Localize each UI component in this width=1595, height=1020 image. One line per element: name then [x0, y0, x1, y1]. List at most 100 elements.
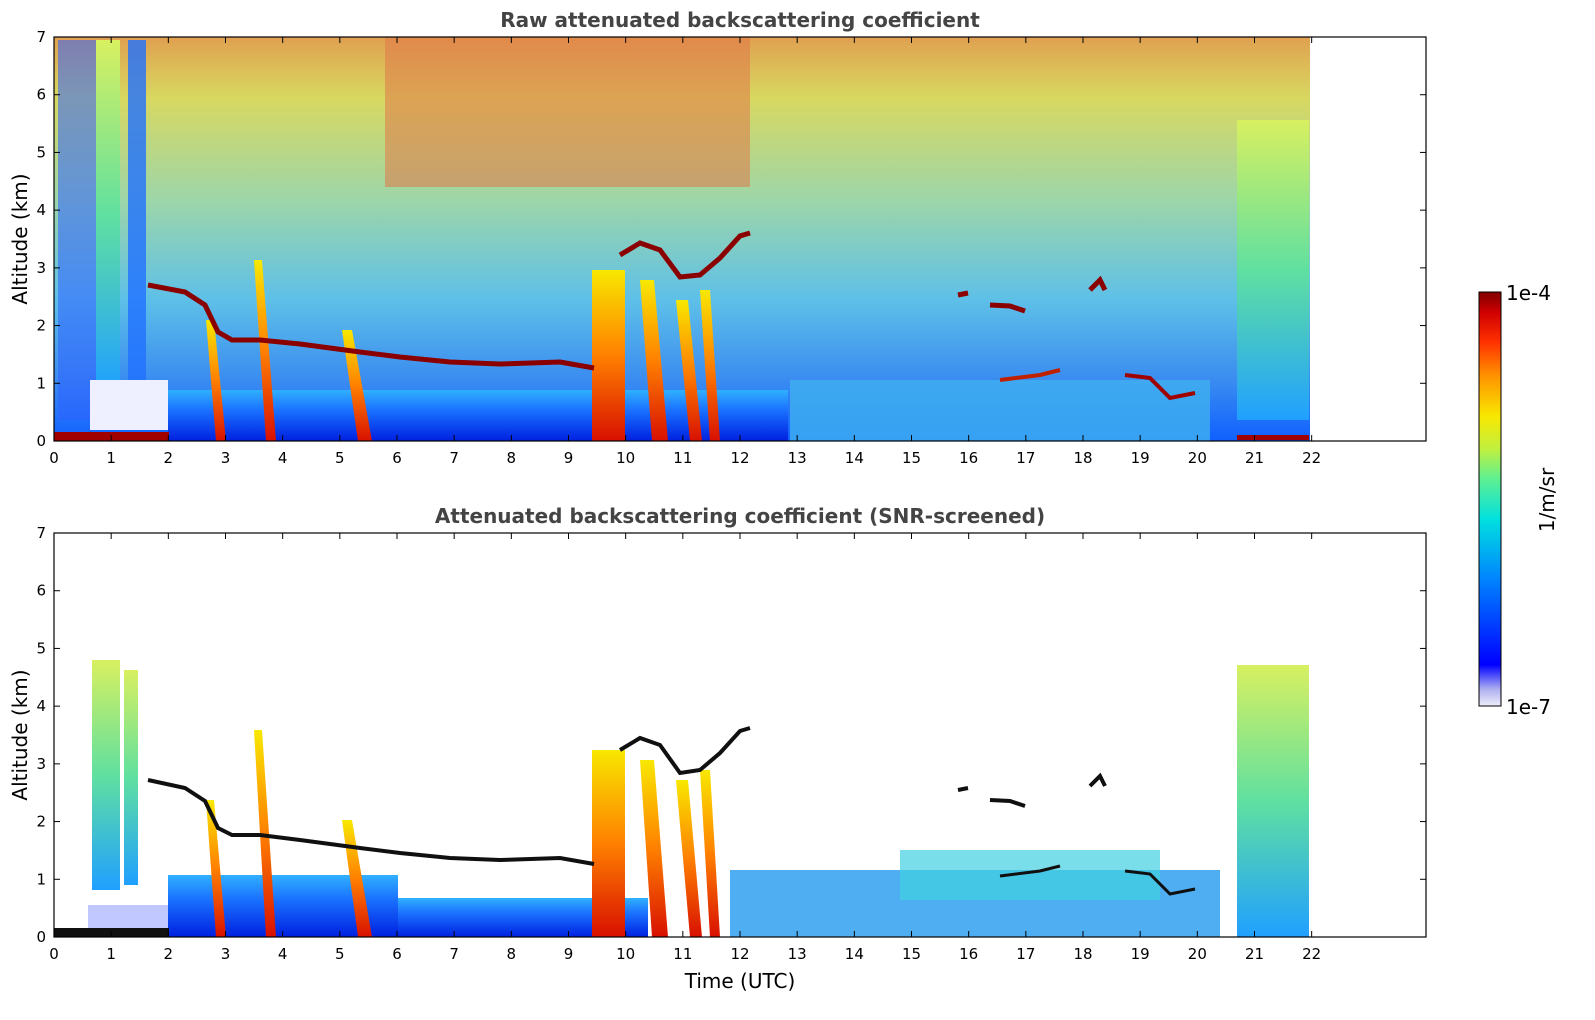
top-x-tick-label: 10: [616, 449, 635, 467]
fall-streak: [640, 760, 668, 937]
bottom-y-tick-label: 5: [36, 639, 46, 657]
top-axes: 0 1 2 3 4 5 6 7 8 9 10 11 12 13 14 15 16 17 18 19 20 21 220123…: [36, 28, 1426, 467]
bottom-x-tick-label: 19: [1131, 945, 1150, 963]
top-x-tick-label: 19: [1131, 449, 1150, 467]
bottom-x-tick-label: 9: [564, 945, 574, 963]
fall-streak: [342, 820, 372, 937]
colorbar: [1478, 291, 1502, 707]
bottom-early-column: [92, 660, 120, 890]
top-late-column: [1237, 120, 1309, 420]
bottom-late-column: [1237, 665, 1309, 937]
top-x-tick-label: 6: [392, 449, 402, 467]
top-x-tick-label: 3: [221, 449, 231, 467]
bottom-x-tick-label: 5: [335, 945, 345, 963]
top-y-tick-label: 0: [36, 432, 46, 450]
top-y-tick-label: 1: [36, 374, 46, 392]
bottom-y-tick-label: 6: [36, 582, 46, 600]
top-y-tick-label: 6: [36, 86, 46, 104]
top-y-tick-label: 5: [36, 143, 46, 161]
top-low-clear-patch: [90, 380, 168, 430]
top-x-tick-label: 14: [845, 449, 864, 467]
fall-streak: [592, 750, 625, 937]
top-x-tick-label: 17: [1016, 449, 1035, 467]
bottom-y-tick-label: 0: [36, 928, 46, 946]
fall-streak: [676, 300, 702, 441]
bottom-y-tick-label: 7: [36, 524, 46, 542]
top-x-tick-label: 15: [902, 449, 921, 467]
top-x-tick-label: 8: [507, 449, 517, 467]
fall-streak: [700, 770, 720, 937]
bottom-elevated-layer: [618, 726, 751, 776]
fall-streak: [206, 320, 226, 441]
top-x-tick-label: 20: [1188, 449, 1207, 467]
bottom-xlabel: Time (UTC): [684, 969, 796, 993]
fall-streak: [592, 270, 625, 441]
bottom-x-tick-label: 6: [392, 945, 402, 963]
bottom-evening-layer: [900, 850, 1160, 900]
fall-streak: [254, 730, 276, 937]
bottom-x-tick-label: 15: [902, 945, 921, 963]
top-x-tick-label: 5: [335, 449, 345, 467]
top-x-tick-label: 13: [788, 449, 807, 467]
bottom-x-tick-label: 2: [164, 945, 174, 963]
top-high-noise-region: [385, 37, 750, 187]
top-x-tick-label: 22: [1302, 449, 1321, 467]
top-cloud-16-7h: [989, 302, 1026, 314]
bottom-x-tick-label: 17: [1016, 945, 1035, 963]
fall-streak: [254, 260, 276, 441]
top-x-tick-label: 11: [673, 449, 692, 467]
top-x-tick-label: 16: [959, 449, 978, 467]
fall-streak: [206, 800, 226, 937]
top-panel-title: Raw attenuated backscattering coefficien…: [500, 8, 980, 32]
top-surface-layer-2: [1237, 435, 1309, 440]
bottom-x-tick-label: 4: [278, 945, 288, 963]
top-x-tick-label: 7: [449, 449, 459, 467]
bottom-x-tick-label: 1: [106, 945, 116, 963]
top-heatmap: [54, 37, 1310, 441]
bottom-x-tick-label: 11: [673, 945, 692, 963]
bottom-x-tick-label: 22: [1302, 945, 1321, 963]
top-y-tick-label: 3: [36, 259, 46, 277]
top-y-tick-label: 2: [36, 317, 46, 335]
top-x-tick-label: 2: [164, 449, 174, 467]
top-x-tick-label: 0: [49, 449, 59, 467]
fall-streak: [700, 290, 720, 441]
top-x-tick-label: 12: [730, 449, 749, 467]
top-x-tick-label: 21: [1245, 449, 1264, 467]
fall-streak: [640, 280, 668, 441]
bottom-x-tick-label: 20: [1188, 945, 1207, 963]
colorbar-min-label: 1e-7: [1506, 695, 1551, 719]
top-y-tick-label: 7: [36, 28, 46, 46]
top-fall-streaks: [206, 260, 720, 441]
top-early-column-2: [128, 40, 146, 400]
bottom-x-tick-label: 10: [616, 945, 635, 963]
bottom-heatmap: [54, 660, 1309, 937]
bottom-fall-streaks: [206, 730, 720, 937]
top-elevated-layer: [618, 230, 751, 280]
bottom-cloud-16-7h: [989, 798, 1026, 808]
bottom-x-tick-label: 8: [507, 945, 517, 963]
top-ylabel: Altitude (km): [8, 173, 32, 304]
fall-streak: [676, 780, 702, 937]
bottom-y-tick-label: 1: [36, 870, 46, 888]
bottom-x-tick-label: 12: [730, 945, 749, 963]
top-cloud-16h: [957, 290, 969, 298]
bottom-boundary-layer-line: [147, 778, 595, 866]
top-x-tick-label: 1: [106, 449, 116, 467]
top-cloud-18h: [1088, 275, 1108, 292]
bottom-cloud-18h: [1088, 772, 1107, 788]
fall-streak: [342, 330, 372, 441]
bottom-early-column-2: [124, 670, 138, 885]
bottom-x-tick-label: 7: [449, 945, 459, 963]
bottom-low-clear-patch: [88, 905, 168, 930]
bottom-cloud-16h: [957, 786, 969, 792]
top-x-tick-label: 9: [564, 449, 574, 467]
bottom-y-tick-label: 3: [36, 755, 46, 773]
top-early-clear-column: [58, 40, 98, 420]
top-cloud-19h: [1124, 373, 1196, 401]
bottom-x-tick-label: 16: [959, 945, 978, 963]
bottom-axes: 0 1 2 3 4 5 6 7 8 9 10 11 12 13 14 15 16 17 18 19 20 21 220123…: [36, 524, 1426, 963]
bottom-x-tick-label: 21: [1245, 945, 1264, 963]
top-boundary-layer-line: [147, 282, 595, 371]
